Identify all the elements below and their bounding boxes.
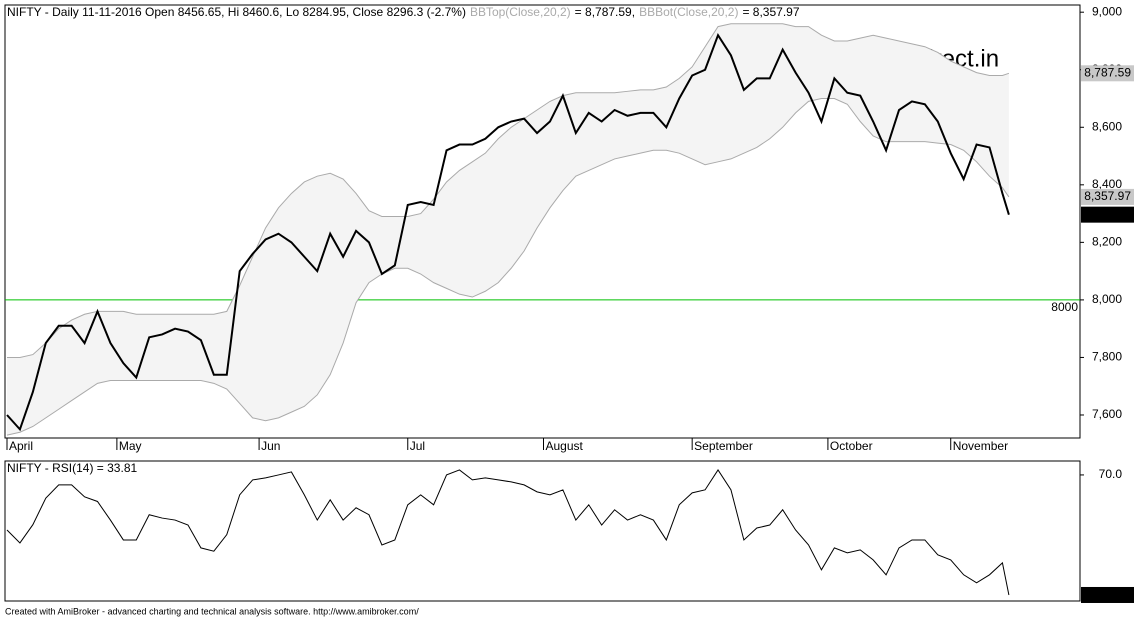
x-tick-label: October [830, 439, 873, 453]
x-tick-label: September [694, 439, 753, 453]
x-tick-label: August [546, 439, 584, 453]
y-tick-label: 8,600 [1092, 119, 1122, 133]
x-tick-label: Jun [261, 439, 280, 453]
legend-value: = 8,357.97 [742, 5, 799, 19]
footer: Created with AmiBroker - advanced charti… [5, 606, 419, 616]
x-tick-label: April [9, 439, 33, 453]
legend-name: BBTop(Close,20,2) [470, 5, 571, 19]
panel-title: NIFTY - Daily 11-11-2016 Open 8456.65, H… [7, 5, 800, 19]
y-tick-label: 70.0 [1099, 467, 1123, 481]
title-text: NIFTY - Daily 11-11-2016 Open 8456.65, H… [7, 5, 466, 19]
last-value-label: 8,787.59 [1084, 65, 1131, 79]
legend-value: = 8,787.59, [575, 5, 635, 19]
y-tick-label: 9,000 [1092, 4, 1122, 18]
reference-label: 8000 [1051, 300, 1078, 314]
title-text: NIFTY - RSI(14) = 33.81 [7, 461, 137, 475]
legend-name: BBBot(Close,20,2) [639, 5, 738, 19]
last-value-label: 33.8137 [1088, 587, 1132, 601]
y-tick-label: 8,000 [1092, 292, 1122, 306]
y-tick-label: 7,600 [1092, 407, 1122, 421]
x-tick-label: November [953, 439, 1008, 453]
y-tick-label: 7,800 [1092, 350, 1122, 364]
last-value-label: 8,357.97 [1084, 189, 1131, 203]
x-tick-label: May [119, 439, 142, 453]
last-value-label: 8,296.3 [1091, 207, 1131, 221]
panel-title: NIFTY - RSI(14) = 33.81 [7, 461, 137, 475]
x-tick-label: Jul [410, 439, 425, 453]
y-tick-label: 8,200 [1092, 235, 1122, 249]
